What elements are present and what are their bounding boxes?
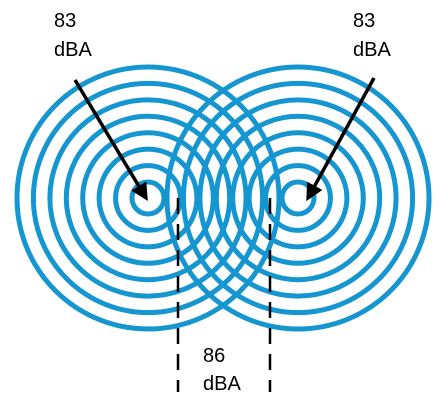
left-ring-6 xyxy=(47,97,249,299)
right-source-unit-label: dBA xyxy=(353,39,391,61)
right-ring-4 xyxy=(230,130,366,266)
left-source-arrow xyxy=(73,79,148,201)
combined-unit-label: dBA xyxy=(203,373,241,394)
right-ring-5 xyxy=(213,113,383,283)
left-source-unit-label: dBA xyxy=(54,39,92,61)
right-source-arrow xyxy=(306,77,376,202)
right-ring-8 xyxy=(164,64,432,332)
left-ring-5 xyxy=(63,113,233,283)
left-source-rings xyxy=(14,64,282,332)
left-source-level-label: 83 xyxy=(54,10,76,32)
right-source-rings xyxy=(164,64,432,332)
right-ring-2 xyxy=(263,163,333,233)
right-source-level-label: 83 xyxy=(353,10,375,32)
left-ring-2 xyxy=(113,163,183,233)
right-ring-6 xyxy=(197,97,399,299)
left-ring-3 xyxy=(96,146,200,250)
left-ring-4 xyxy=(80,130,216,266)
left-ring-8 xyxy=(14,64,282,332)
left-ring-1 xyxy=(129,179,167,217)
left-ring-7 xyxy=(30,80,266,316)
right-ring-7 xyxy=(180,80,416,316)
combined-level-label: 86 xyxy=(203,345,225,367)
right-ring-3 xyxy=(246,146,350,250)
